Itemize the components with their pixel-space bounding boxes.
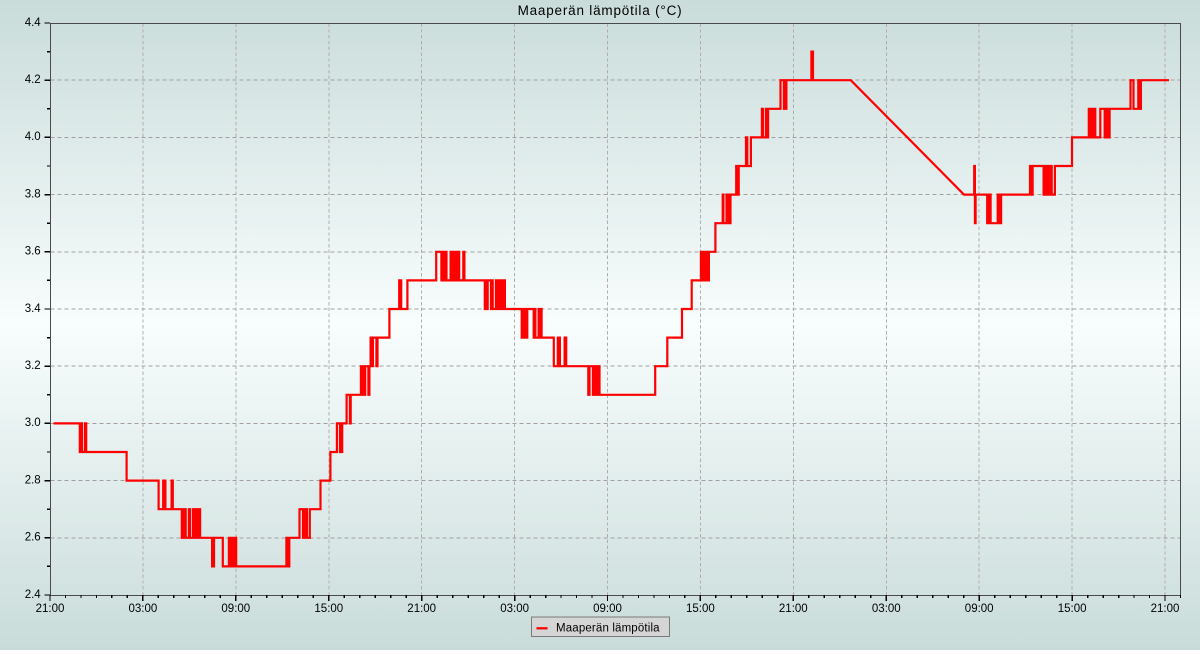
svg-text:3.8: 3.8 xyxy=(25,188,41,200)
svg-text:21:00: 21:00 xyxy=(1151,603,1180,615)
svg-text:21:00: 21:00 xyxy=(407,603,436,615)
svg-text:2.6: 2.6 xyxy=(25,532,41,544)
svg-text:2.8: 2.8 xyxy=(25,474,41,486)
svg-text:3.6: 3.6 xyxy=(25,246,41,258)
svg-text:15:00: 15:00 xyxy=(314,603,343,615)
svg-text:Maaperän lämpötila (°C): Maaperän lämpötila (°C) xyxy=(518,3,683,18)
svg-text:21:00: 21:00 xyxy=(36,603,65,615)
svg-text:21:00: 21:00 xyxy=(779,603,808,615)
svg-text:3.4: 3.4 xyxy=(25,303,42,315)
svg-text:09:00: 09:00 xyxy=(221,603,250,615)
svg-text:3.0: 3.0 xyxy=(25,417,41,429)
svg-text:2.4: 2.4 xyxy=(25,589,42,601)
svg-text:15:00: 15:00 xyxy=(686,603,715,615)
svg-text:03:00: 03:00 xyxy=(872,603,901,615)
svg-text:4.2: 4.2 xyxy=(25,74,41,86)
svg-text:03:00: 03:00 xyxy=(500,603,529,615)
svg-text:Maaperän lämpötila: Maaperän lämpötila xyxy=(556,623,660,635)
svg-text:4.4: 4.4 xyxy=(25,17,42,29)
svg-text:09:00: 09:00 xyxy=(593,603,622,615)
svg-text:09:00: 09:00 xyxy=(965,603,994,615)
svg-text:4.0: 4.0 xyxy=(25,131,41,143)
svg-text:15:00: 15:00 xyxy=(1058,603,1087,615)
svg-text:03:00: 03:00 xyxy=(129,603,158,615)
svg-text:3.2: 3.2 xyxy=(25,360,41,372)
